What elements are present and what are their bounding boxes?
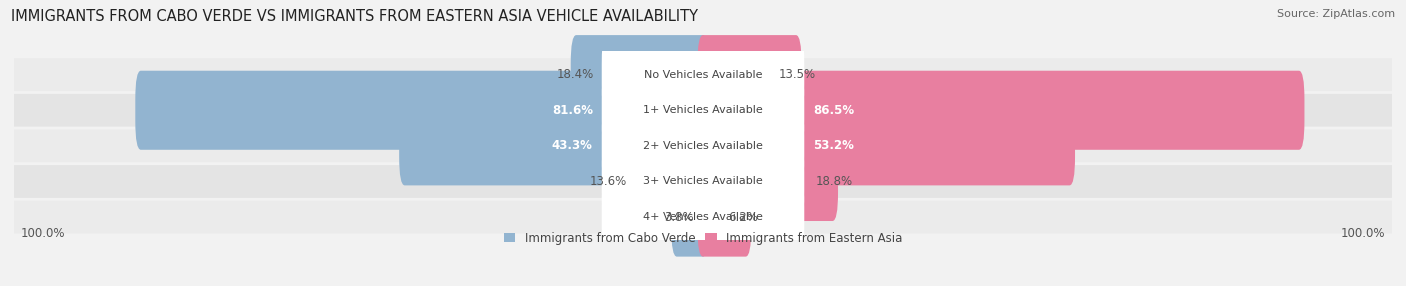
Text: IMMIGRANTS FROM CABO VERDE VS IMMIGRANTS FROM EASTERN ASIA VEHICLE AVAILABILITY: IMMIGRANTS FROM CABO VERDE VS IMMIGRANTS…: [11, 9, 699, 23]
Text: Source: ZipAtlas.com: Source: ZipAtlas.com: [1277, 9, 1395, 19]
Text: 1+ Vehicles Available: 1+ Vehicles Available: [643, 105, 763, 115]
FancyBboxPatch shape: [697, 142, 838, 221]
Text: 3.8%: 3.8%: [665, 210, 695, 224]
Text: 13.6%: 13.6%: [589, 175, 627, 188]
FancyBboxPatch shape: [14, 130, 1392, 162]
Text: 4+ Vehicles Available: 4+ Vehicles Available: [643, 212, 763, 222]
FancyBboxPatch shape: [399, 106, 709, 185]
Legend: Immigrants from Cabo Verde, Immigrants from Eastern Asia: Immigrants from Cabo Verde, Immigrants f…: [499, 227, 907, 249]
FancyBboxPatch shape: [697, 35, 801, 114]
FancyBboxPatch shape: [135, 71, 709, 150]
FancyBboxPatch shape: [697, 71, 1305, 150]
FancyBboxPatch shape: [602, 129, 804, 234]
Text: 43.3%: 43.3%: [553, 139, 593, 152]
Text: 6.2%: 6.2%: [728, 210, 758, 224]
FancyBboxPatch shape: [602, 57, 804, 163]
Text: 81.6%: 81.6%: [551, 104, 593, 117]
Text: 3+ Vehicles Available: 3+ Vehicles Available: [643, 176, 763, 186]
FancyBboxPatch shape: [602, 93, 804, 199]
Text: 18.4%: 18.4%: [557, 68, 593, 81]
Text: 100.0%: 100.0%: [21, 227, 66, 240]
Text: 53.2%: 53.2%: [813, 139, 853, 152]
FancyBboxPatch shape: [14, 201, 1392, 233]
Text: 2+ Vehicles Available: 2+ Vehicles Available: [643, 141, 763, 151]
FancyBboxPatch shape: [602, 164, 804, 270]
Text: No Vehicles Available: No Vehicles Available: [644, 69, 762, 80]
Text: 13.5%: 13.5%: [779, 68, 815, 81]
FancyBboxPatch shape: [14, 94, 1392, 127]
Text: 18.8%: 18.8%: [815, 175, 852, 188]
Text: 86.5%: 86.5%: [813, 104, 855, 117]
FancyBboxPatch shape: [603, 142, 709, 221]
FancyBboxPatch shape: [571, 35, 709, 114]
FancyBboxPatch shape: [697, 106, 1076, 185]
FancyBboxPatch shape: [602, 22, 804, 128]
FancyBboxPatch shape: [14, 58, 1392, 91]
FancyBboxPatch shape: [14, 165, 1392, 198]
Text: 100.0%: 100.0%: [1340, 227, 1385, 240]
FancyBboxPatch shape: [697, 178, 751, 257]
FancyBboxPatch shape: [671, 178, 709, 257]
